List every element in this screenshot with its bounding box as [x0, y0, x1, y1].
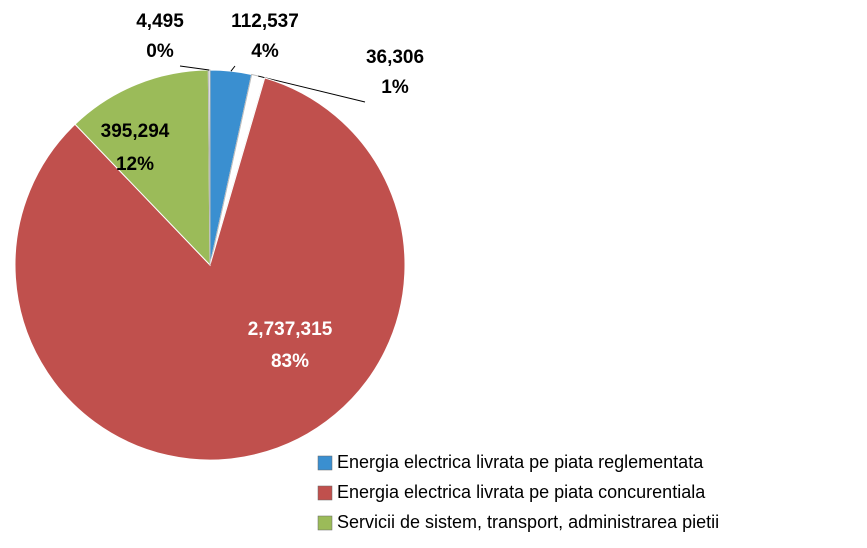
legend-label: Energia electrica livrata pe piata concu…: [337, 482, 706, 502]
data-label: 395,294: [101, 121, 170, 142]
legend-swatch: [317, 455, 333, 471]
leader-line: [230, 65, 236, 72]
data-label-percent: 12%: [116, 154, 154, 175]
data-label: 2,737,315: [248, 319, 333, 340]
leader-line: [258, 75, 366, 103]
pie-slice: [74, 69, 211, 267]
data-label-percent: 4%: [251, 41, 279, 62]
legend-swatch: [317, 485, 333, 501]
legend-label: Servicii de sistem, transport, administr…: [337, 512, 719, 532]
legend-swatch: [317, 515, 333, 531]
leader-line: [179, 65, 210, 71]
pie-slice: [14, 77, 406, 461]
data-label: 112,537: [231, 11, 299, 32]
data-label-percent: 0%: [146, 41, 174, 62]
data-label-percent: 1%: [381, 77, 409, 98]
legend-label: Energia electrica livrata pe piata regle…: [337, 452, 704, 472]
data-label: 36,306: [366, 47, 424, 68]
data-label-percent: 83%: [271, 351, 309, 372]
data-label: 4,495: [136, 11, 184, 32]
